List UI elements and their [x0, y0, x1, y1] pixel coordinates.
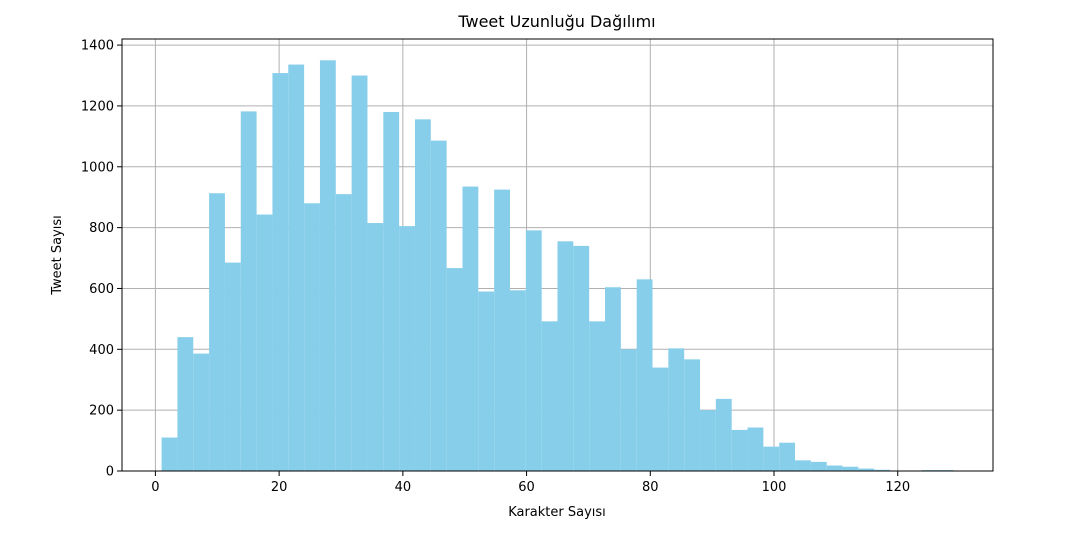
histogram-bar: [209, 193, 225, 471]
histogram-bar: [383, 112, 400, 471]
histogram-bar: [700, 410, 716, 471]
y-axis-ticks: 0 200 400 600 800 1000 1200 1400: [81, 39, 122, 480]
histogram-bar: [446, 268, 463, 471]
x-tick-label: 20: [271, 480, 288, 495]
x-tick-label: 40: [395, 480, 412, 495]
histogram-bar: [684, 359, 701, 471]
x-tick-label: 80: [642, 480, 659, 495]
histogram-bar: [795, 460, 811, 471]
histogram-bar: [399, 226, 415, 471]
x-tick-label: 120: [885, 480, 910, 495]
histogram-bar: [177, 337, 194, 471]
histogram-bar: [525, 230, 542, 471]
histogram-bar: [842, 466, 859, 471]
x-axis-ticks: 0 20 40 60 80 100 120: [151, 471, 910, 495]
y-axis-label: Tweet Sayısı: [50, 215, 65, 296]
y-tick-label: 0: [106, 465, 114, 480]
histogram-bar: [319, 60, 336, 471]
histogram-bar: [715, 398, 732, 471]
histogram-bar: [874, 469, 891, 471]
x-tick-label: 0: [151, 480, 159, 495]
histogram-bar: [478, 291, 495, 471]
histogram-bar: [747, 427, 764, 471]
histogram-bar: [288, 64, 305, 471]
histogram-bar: [826, 465, 843, 471]
histogram-bar: [557, 241, 574, 471]
histogram-bar: [272, 73, 289, 471]
histogram-bar: [304, 203, 320, 472]
histogram-bar: [810, 461, 827, 471]
y-tick-label: 1400: [81, 39, 114, 54]
histogram-bar: [731, 429, 748, 471]
y-tick-label: 1200: [81, 99, 114, 114]
histogram-bar: [509, 290, 526, 471]
histogram-bar: [668, 348, 685, 471]
histogram-bar: [858, 468, 875, 471]
histogram-bars: [161, 60, 954, 472]
histogram-bar: [414, 119, 431, 471]
histogram-bar: [430, 140, 447, 471]
x-tick-label: 60: [518, 480, 535, 495]
histogram-bar: [240, 111, 257, 471]
y-tick-label: 400: [89, 343, 114, 358]
histogram-bar: [351, 75, 368, 471]
histogram-bar: [763, 446, 780, 471]
histogram-bar: [367, 223, 384, 471]
histogram-bar: [494, 189, 510, 471]
histogram-bar: [541, 321, 558, 471]
histogram-bar: [256, 214, 273, 471]
x-tick-label: 100: [762, 480, 787, 495]
histogram-bar: [620, 349, 637, 471]
y-tick-label: 1000: [81, 160, 114, 175]
histogram-bar: [573, 245, 590, 471]
histogram-bar: [161, 437, 178, 471]
histogram-bar: [193, 353, 210, 471]
histogram-bar: [605, 287, 621, 471]
y-tick-label: 600: [89, 282, 114, 297]
histogram-bar: [589, 321, 606, 471]
histogram-bar: [636, 279, 653, 471]
histogram-bar: [652, 367, 669, 471]
histogram-bar: [335, 194, 352, 472]
y-tick-label: 800: [89, 221, 114, 236]
histogram-bar: [462, 186, 479, 471]
y-tick-label: 200: [89, 404, 114, 419]
x-axis-label: Karakter Sayısı: [508, 505, 606, 520]
plot-frame: [121, 38, 994, 472]
chart-title: Tweet Uzunluğu Dağılımı: [457, 12, 655, 31]
histogram-bar: [779, 442, 796, 471]
histogram-bar: [224, 262, 241, 471]
